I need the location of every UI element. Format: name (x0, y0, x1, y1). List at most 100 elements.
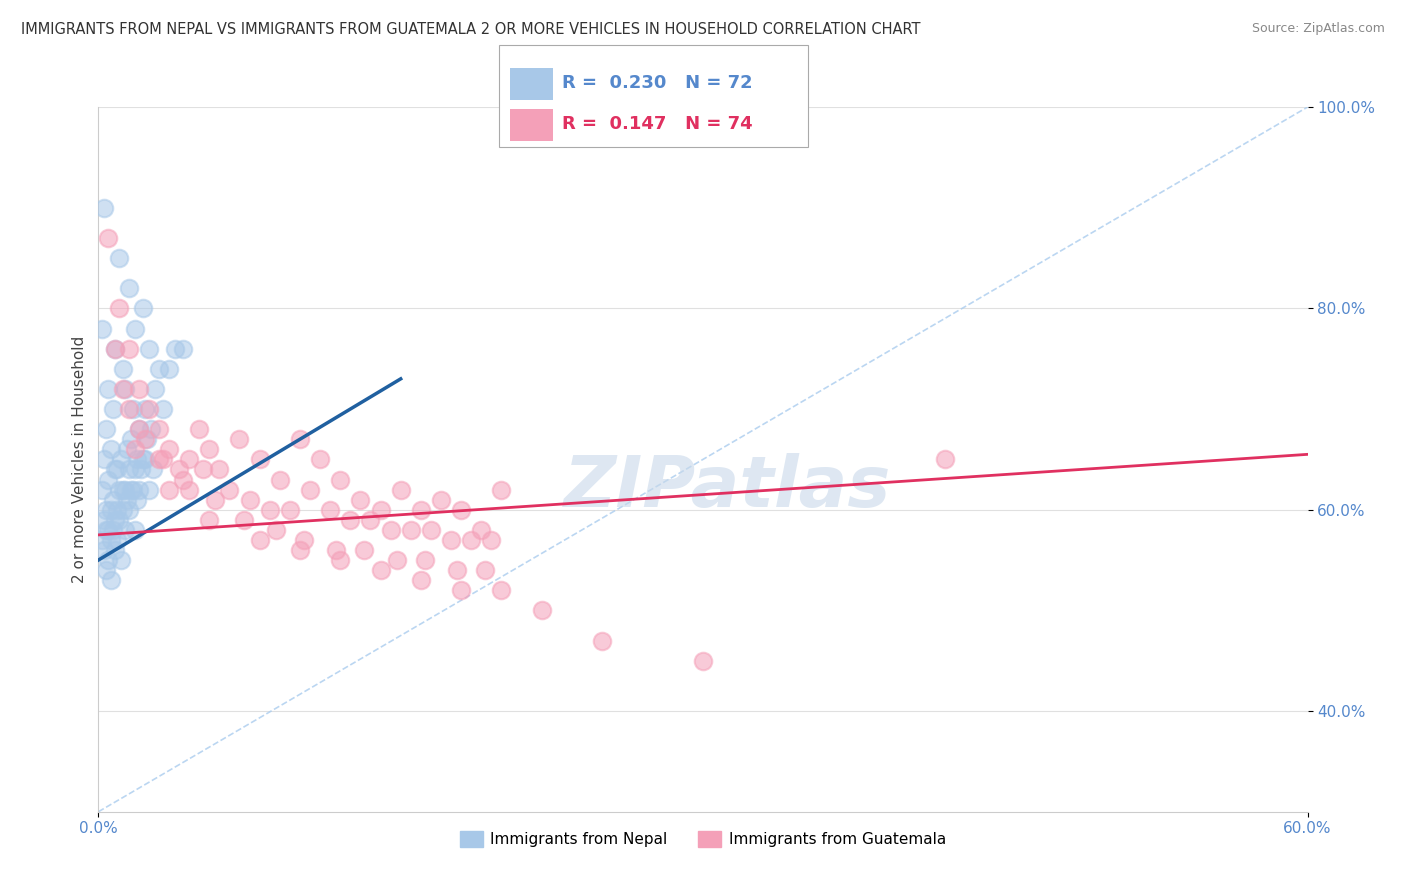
Point (288, 432, 311, 446)
Point (91, 483, 114, 497)
Point (259, 502, 281, 516)
Point (93, 513, 115, 527)
Point (204, 492, 226, 507)
Point (172, 473, 194, 487)
Point (128, 483, 150, 497)
Point (278, 502, 301, 516)
Point (163, 342, 186, 356)
Point (481, 533, 503, 547)
Point (143, 382, 166, 396)
Point (370, 563, 392, 577)
Point (118, 342, 141, 356)
Point (292, 533, 315, 547)
Point (115, 442, 138, 457)
Point (188, 422, 211, 436)
Point (118, 281, 141, 295)
Text: R =  0.230   N = 72: R = 0.230 N = 72 (562, 74, 754, 92)
Point (450, 583, 472, 598)
Point (309, 452, 332, 467)
Point (288, 543, 311, 558)
Point (100, 442, 122, 457)
Point (591, 633, 613, 648)
Point (134, 452, 156, 467)
Point (111, 382, 134, 396)
Point (107, 251, 129, 265)
Point (121, 483, 143, 497)
Point (179, 483, 201, 497)
Point (115, 492, 138, 507)
Point (97, 523, 120, 537)
Point (491, 483, 513, 497)
Point (103, 462, 125, 476)
Point (103, 543, 125, 558)
Point (167, 462, 190, 476)
Point (96, 422, 118, 436)
Point (103, 513, 125, 527)
Point (450, 502, 472, 516)
Point (446, 563, 468, 577)
Point (97, 231, 120, 245)
Point (339, 513, 361, 527)
Point (118, 502, 141, 516)
Point (96, 563, 118, 577)
Point (100, 502, 122, 516)
Point (97, 473, 120, 487)
Point (103, 342, 125, 356)
Point (208, 462, 231, 476)
Text: ZIPatlas: ZIPatlas (564, 453, 891, 522)
Point (470, 523, 492, 537)
Point (96, 502, 118, 516)
Point (228, 432, 250, 446)
Point (370, 502, 392, 516)
Point (125, 452, 148, 467)
Point (148, 452, 170, 467)
Point (198, 513, 221, 527)
Point (430, 492, 453, 507)
Point (409, 573, 432, 587)
Point (110, 452, 132, 467)
Point (132, 301, 155, 316)
Point (128, 382, 150, 396)
Point (692, 654, 714, 668)
Point (107, 483, 129, 497)
Point (157, 483, 180, 497)
Point (380, 523, 402, 537)
Point (101, 402, 124, 417)
Point (114, 382, 136, 396)
Point (179, 452, 201, 467)
Point (103, 342, 125, 356)
Point (138, 483, 160, 497)
Point (114, 523, 136, 537)
Point (474, 563, 496, 577)
Point (319, 502, 342, 516)
Point (97, 553, 120, 567)
Point (114, 483, 136, 497)
Point (360, 513, 382, 527)
Point (152, 452, 174, 467)
Point (460, 533, 482, 547)
Point (128, 422, 150, 436)
Point (934, 452, 956, 467)
Point (152, 402, 174, 417)
Point (148, 422, 170, 436)
Point (93, 543, 115, 558)
Point (111, 361, 134, 376)
Point (218, 483, 240, 497)
Point (91, 533, 114, 547)
Point (101, 492, 124, 507)
Point (105, 533, 128, 547)
Point (139, 422, 162, 436)
Point (413, 553, 436, 567)
Point (101, 523, 124, 537)
Point (389, 483, 412, 497)
Point (105, 462, 128, 476)
Point (299, 483, 322, 497)
Point (157, 361, 180, 376)
Point (269, 473, 291, 487)
Text: R =  0.147   N = 74: R = 0.147 N = 74 (562, 115, 754, 133)
Text: Source: ZipAtlas.com: Source: ZipAtlas.com (1251, 22, 1385, 36)
Point (135, 432, 157, 446)
Point (530, 603, 553, 617)
Point (239, 492, 262, 507)
Point (124, 321, 146, 335)
